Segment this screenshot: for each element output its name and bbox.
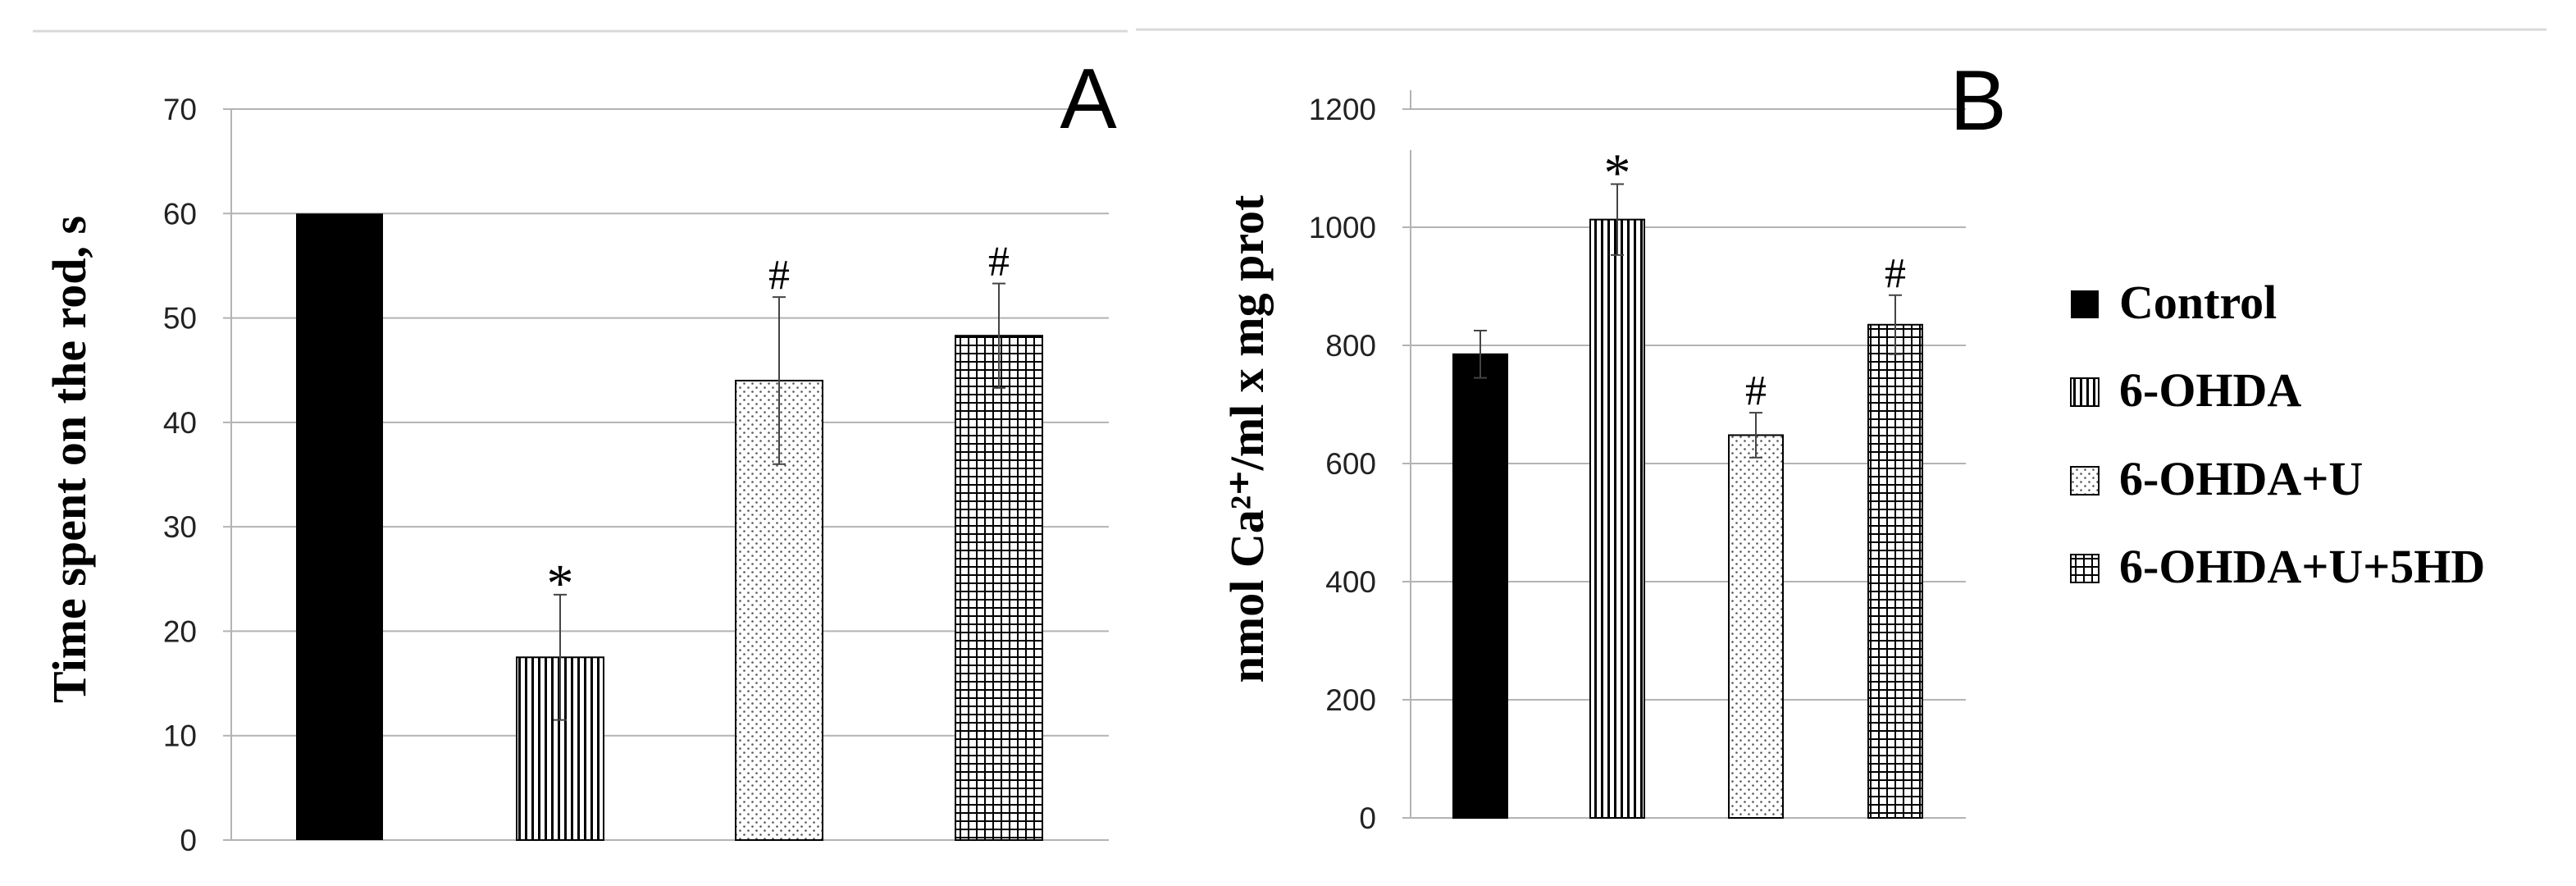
panel-b-ytick-label: 600 [1325, 447, 1376, 481]
panel-b-ytick-label: 200 [1325, 683, 1376, 717]
panel-a-ytick-label: 30 [163, 510, 197, 544]
panel-b-ytick-label: 800 [1325, 329, 1376, 363]
panel-b-ytick-label: 400 [1325, 565, 1376, 599]
legend: Control 6-OHDA 6-OHDA+U 6-OHDA+U+5HD [2070, 276, 2485, 593]
panel-a-panel-label: A [1060, 52, 1117, 147]
legend-label-6-ohda-u: 6-OHDA+U [2119, 452, 2363, 505]
panel-a-bar-control [296, 213, 383, 840]
panel-a-significance-mark-6-ohda-u-5hd: # [988, 239, 1010, 285]
panel-b-y-axis-label: nmol Ca²⁺/ml x mg prot [1220, 194, 1274, 683]
panel-a-bar-6-ohda-u-5hd [955, 335, 1043, 841]
panel-a-ytick-label: 40 [163, 406, 197, 440]
panel-b-ytick-label: 1000 [1309, 211, 1376, 244]
panel-a-ytick-label: 60 [163, 197, 197, 231]
legend-swatch-6-ohda [2070, 377, 2100, 407]
panel-b-bar-6-ohda [1589, 218, 1645, 819]
panel-a-chart: 0 10 20 30 40 50 60 70 Time spent on the rod, s *… [43, 52, 1117, 857]
panel-a-y-axis-label: Time spent on the rod, s [43, 216, 96, 703]
legend-swatch-6-ohda-u [2070, 466, 2100, 496]
panel-b-chart: 0 200 400 600 800 1000 1200 nmol Ca²⁺/ml x mg p… [1220, 53, 2007, 835]
legend-label-6-ohda: 6-OHDA [2119, 363, 2301, 417]
legend-swatch-control [2071, 290, 2099, 318]
panel-b-significance-mark-6-ohda: * [1604, 143, 1631, 203]
panel-b-significance-mark-6-ohda-u-5hd: # [1885, 250, 1906, 297]
panel-b-bar-6-ohda-u [1728, 434, 1784, 819]
panel-a-ytick-label: 10 [163, 719, 197, 753]
panel-b-ytick-label: 0 [1359, 802, 1376, 835]
panel-b-panel-label: B [1949, 53, 2006, 148]
panel-a-significance-mark-6-ohda-u: # [768, 252, 790, 299]
panel-b-bar-6-ohda-u-5hd [1867, 323, 1923, 819]
panel-b-significance-mark-6-ohda-u: # [1745, 368, 1767, 414]
panel-a-ytick-label: 0 [180, 824, 197, 857]
panel-a-ytick-label: 20 [163, 614, 197, 648]
panel-a-ytick-label: 70 [163, 93, 197, 126]
panel-b-bar-control [1452, 353, 1508, 819]
panel-b-ytick-label: 1200 [1309, 93, 1376, 126]
legend-swatch-6-ohda-u-5hd [2070, 554, 2100, 583]
legend-label-6-ohda-u-5hd: 6-OHDA+U+5HD [2119, 540, 2485, 593]
legend-label-control: Control [2119, 276, 2277, 329]
panel-a-ytick-label: 50 [163, 302, 197, 336]
panel-a-significance-mark-6-ohda: * [547, 554, 574, 614]
